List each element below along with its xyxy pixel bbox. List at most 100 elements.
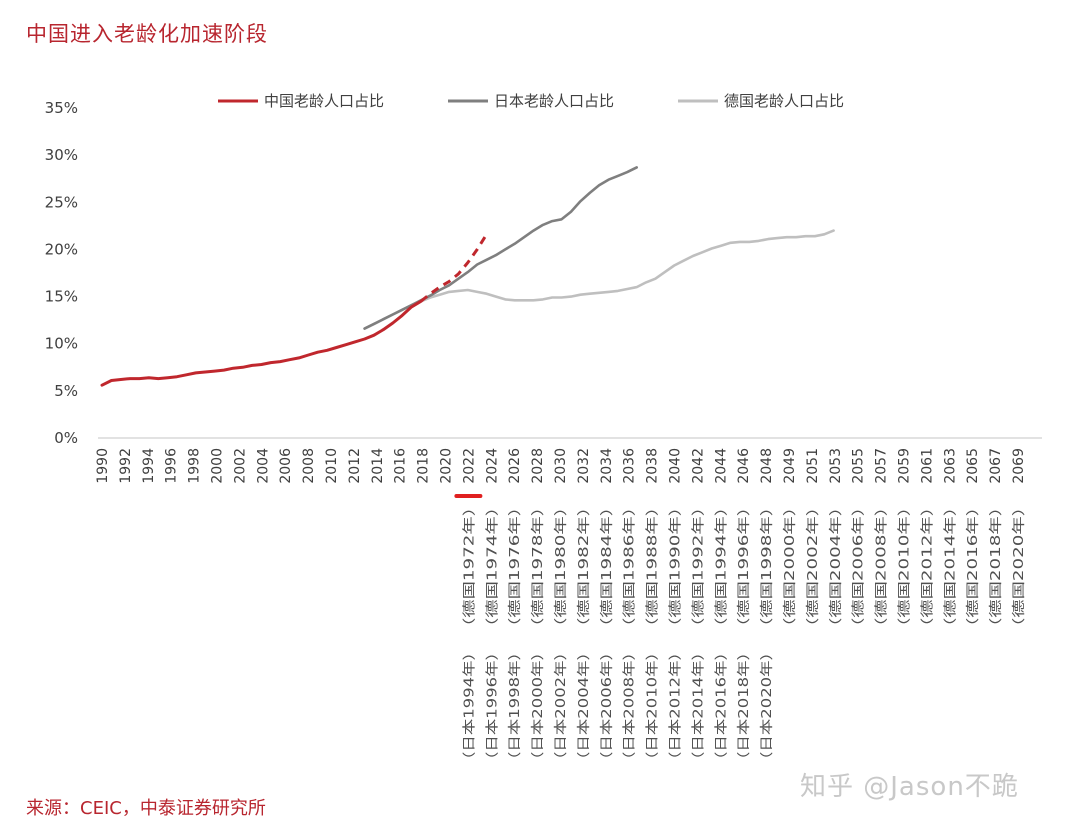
x-tick-label: 2010 — [324, 448, 340, 484]
x-tick-label: 2020 — [439, 448, 455, 484]
x-tick-label: 2030 — [553, 448, 569, 484]
x-tick-label-japan: （日本2016年） — [714, 644, 729, 768]
x-tick-label-germany: （德国2008年） — [875, 498, 890, 636]
x-tick-label-germany: （德国1988年） — [646, 498, 661, 636]
x-tick-label-japan: （日本1994年） — [462, 644, 477, 768]
x-tick-label: 2026 — [507, 448, 523, 484]
x-tick-label-germany: （德国1994年） — [714, 498, 729, 636]
x-tick-label-germany: （德国1984年） — [600, 498, 615, 636]
x-tick-label: 2059 — [897, 448, 913, 484]
series-line-japan — [363, 166, 639, 330]
y-tick-label: 10% — [45, 335, 78, 353]
legend: 中国老龄人口占比 日本老龄人口占比 德国老龄人口占比 — [218, 92, 844, 110]
y-tick-label: 15% — [45, 288, 78, 306]
x-tick-label-germany: （德国2016年） — [966, 498, 981, 636]
x-tick-label: 2048 — [759, 448, 775, 484]
x-tick-label-germany: （德国2006年） — [852, 498, 867, 636]
x-tick-label-japan: （日本2000年） — [531, 644, 546, 768]
x-tick-label: 2061 — [919, 448, 935, 484]
x-tick-label: 2038 — [645, 448, 661, 484]
y-axis: 0% 5% 10% 15% 20% 25% 30% 35% — [45, 99, 78, 447]
y-tick-label: 0% — [54, 429, 78, 447]
x-tick-label-germany: （德国1974年） — [485, 498, 500, 636]
x-tick-label: 2000 — [210, 448, 226, 484]
watermark: 知乎 @Jason不跪 — [800, 772, 1019, 802]
x-tick-label: 2034 — [599, 448, 615, 484]
x-tick-label-germany: （德国1982年） — [577, 498, 592, 636]
x-tick-label: 1994 — [141, 448, 157, 484]
x-tick-label-germany: （德国2004年） — [829, 498, 844, 636]
x-tick-label: 2004 — [255, 448, 271, 484]
x-tick-label-germany: （德国1996年） — [737, 498, 752, 636]
x-tick-label: 2046 — [736, 448, 752, 484]
x-tick-label: 2053 — [828, 448, 844, 484]
x-tick-label: 1996 — [164, 448, 180, 484]
x-tick-label-japan: （日本2008年） — [623, 644, 638, 768]
x-tick-label-germany: （德国1998年） — [760, 498, 775, 636]
x-tick-label: 2065 — [965, 448, 981, 484]
x-tick-label: 2067 — [988, 448, 1004, 484]
y-tick-label: 25% — [45, 193, 78, 211]
x-tick-label-germany: （德国2010年） — [898, 498, 913, 636]
x-tick-label: 2008 — [301, 448, 317, 484]
x-tick-label-germany: （德国1978年） — [531, 498, 546, 636]
x-tick-label: 2012 — [347, 448, 363, 484]
x-tick-label-germany: （德国2000年） — [783, 498, 798, 636]
x-tick-label-germany: （德国2018年） — [989, 498, 1004, 636]
x-tick-label: 1998 — [187, 448, 203, 484]
x-tick-label: 2024 — [484, 448, 500, 484]
series-line-china-forecast — [419, 233, 488, 303]
x-tick-label-japan: （日本1996年） — [485, 644, 500, 768]
x-tick-label: 2063 — [942, 448, 958, 484]
x-tick-label: 2016 — [393, 448, 409, 484]
x-tick-label: 1992 — [118, 448, 134, 484]
x-tick-label-germany: （德国1980年） — [554, 498, 569, 636]
legend-label: 中国老龄人口占比 — [264, 92, 384, 110]
x-tick-label: 2040 — [668, 448, 684, 484]
x-tick-label-germany: （德国2014年） — [943, 498, 958, 636]
x-tick-label: 2028 — [530, 448, 546, 484]
x-tick-label-japan: （日本2006年） — [600, 644, 615, 768]
x-tick-label: 1990 — [95, 448, 111, 484]
x-tick-label: 2042 — [690, 448, 706, 484]
y-tick-label: 5% — [54, 382, 78, 400]
x-tick-label-germany: （德国1986年） — [623, 498, 638, 636]
x-tick-label: 2006 — [278, 448, 294, 484]
x-tick-label-japan: （日本1998年） — [508, 644, 523, 768]
x-axis: 1990 1992 1994 1996 1998 2000 2002 2004 2006 2008… — [95, 437, 1042, 768]
x-tick-label-japan: （日本2004年） — [577, 644, 592, 768]
x-tick-label-germany: （德国2012年） — [920, 498, 935, 636]
x-tick-label: 2049 — [782, 448, 798, 484]
legend-label: 日本老龄人口占比 — [494, 92, 614, 110]
x-tick-label-germany: （德国1972年） — [462, 498, 477, 636]
x-tick-label-germany: （德国2020年） — [1012, 498, 1027, 636]
x-tick-label: 2055 — [851, 448, 867, 484]
x-tick-label: 2044 — [713, 448, 729, 484]
x-tick-label: 2032 — [576, 448, 592, 484]
legend-label: 德国老龄人口占比 — [724, 92, 844, 110]
y-tick-label: 35% — [45, 99, 78, 117]
x-tick-label-japan: （日本2014年） — [691, 644, 706, 768]
source-note: 来源：CEIC，中泰证券研究所 — [26, 798, 266, 819]
y-tick-label: 30% — [45, 146, 78, 164]
x-tick-label-japan: （日本2012年） — [669, 644, 684, 768]
x-tick-label: 2018 — [416, 448, 432, 484]
x-tick-label: 2014 — [370, 448, 386, 484]
x-tick-label: 2002 — [232, 448, 248, 484]
series-line-germany — [363, 229, 835, 330]
x-tick-label-germany: （德国2002年） — [806, 498, 821, 636]
x-tick-label-japan: （日本2020年） — [760, 644, 775, 768]
x-tick-label-japan: （日本2010年） — [646, 644, 661, 768]
chart-title: 中国进入老龄化加速阶段 — [26, 22, 268, 46]
x-tick-label: 2051 — [805, 448, 821, 484]
series-lines — [100, 166, 835, 387]
x-tick-label: 2022 — [461, 448, 477, 484]
series-line-china — [100, 299, 423, 387]
x-tick-label: 2036 — [622, 448, 638, 484]
x-tick-label-germany: （德国1976年） — [508, 498, 523, 636]
x-tick-label-germany: （德国1992年） — [691, 498, 706, 636]
x-tick-label: 2057 — [874, 448, 890, 484]
y-tick-label: 20% — [45, 240, 78, 258]
x-tick-label-germany: （德国1990年） — [669, 498, 684, 636]
